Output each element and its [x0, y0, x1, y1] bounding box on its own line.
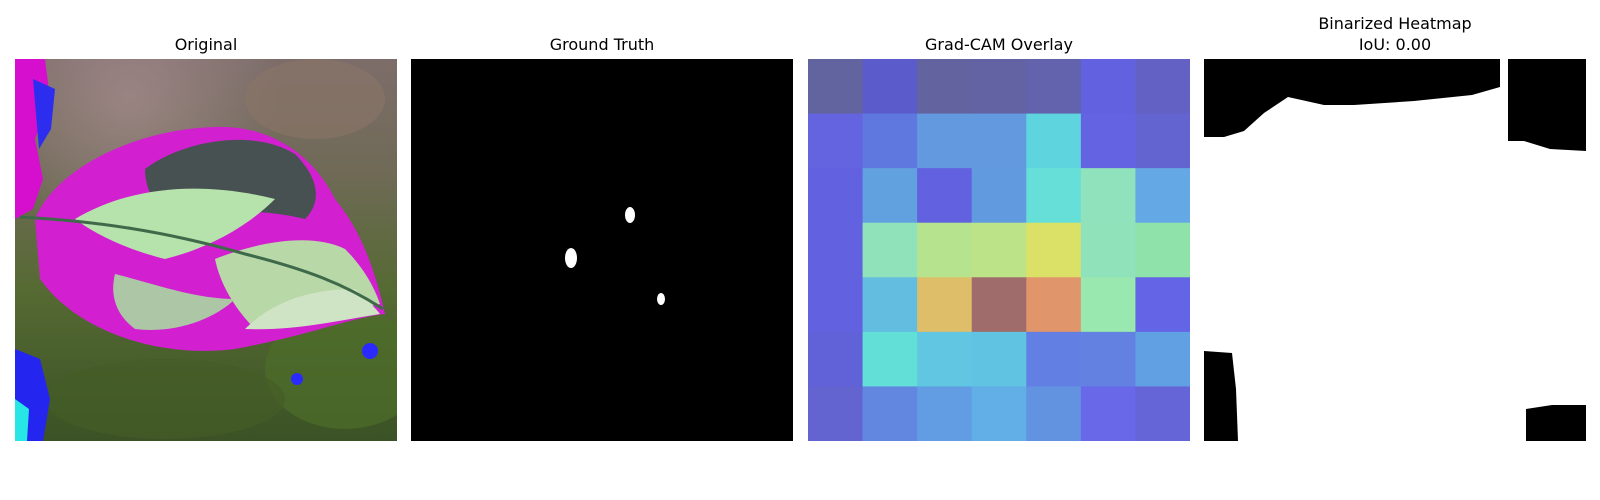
gradcam-cell	[1135, 222, 1190, 278]
gradcam-cell	[971, 222, 1027, 278]
gradcam-cell	[917, 277, 973, 333]
gradcam-overlay	[808, 59, 1190, 441]
gradcam-cell	[808, 386, 864, 441]
gradcam-cell	[1080, 386, 1136, 441]
binarized-heatmap	[1204, 59, 1586, 441]
gradcam-cell	[1026, 386, 1082, 441]
gradcam-cell	[1135, 277, 1190, 333]
gradcam-cell	[1026, 168, 1082, 224]
gradcam-cell	[1026, 222, 1082, 278]
gradcam-cell	[1135, 168, 1190, 224]
gradcam-cell	[1080, 277, 1136, 333]
original-image	[15, 59, 397, 441]
gradcam-cell	[917, 59, 973, 115]
ground-truth-mask	[411, 59, 793, 441]
gradcam-cell	[1135, 386, 1190, 441]
gradcam-cell	[1080, 331, 1136, 387]
gradcam-cell	[971, 277, 1027, 333]
gradcam-cell	[971, 331, 1027, 387]
gradcam-cell	[971, 168, 1027, 224]
gradcam-cell	[808, 168, 864, 224]
gradcam-cell	[917, 168, 973, 224]
gradcam-cell	[1135, 59, 1190, 115]
gradcam-cell	[1080, 113, 1136, 169]
gradcam-cell	[917, 386, 973, 441]
gradcam-cell	[808, 59, 864, 115]
gradcam-cell	[808, 331, 864, 387]
gradcam-cell	[971, 59, 1027, 115]
gradcam-cell	[1026, 331, 1082, 387]
gradcam-cell	[808, 222, 864, 278]
gradcam-cell	[1026, 59, 1082, 115]
gradcam-cell	[862, 386, 918, 441]
gradcam-cell	[862, 331, 918, 387]
gradcam-cell	[862, 113, 918, 169]
ground-truth-title: Ground Truth	[549, 35, 655, 54]
gradcam-cell	[917, 113, 973, 169]
iou-label: IoU: 0.00	[1358, 35, 1432, 54]
gradcam-cell	[1026, 277, 1082, 333]
gradcam-cell	[917, 222, 973, 278]
gradcam-cell	[1135, 331, 1190, 387]
gradcam-cell	[808, 277, 864, 333]
gradcam-cell	[862, 222, 918, 278]
gradcam-cell	[1135, 113, 1190, 169]
gradcam-title: Grad-CAM Overlay	[925, 35, 1073, 54]
gradcam-cell	[1080, 59, 1136, 115]
gradcam-cell	[1080, 222, 1136, 278]
gradcam-cell	[971, 113, 1027, 169]
gradcam-cell	[1080, 168, 1136, 224]
gradcam-cell	[862, 277, 918, 333]
gradcam-cell	[1026, 113, 1082, 169]
gradcam-cell	[917, 331, 973, 387]
original-title: Original	[174, 35, 238, 54]
gradcam-cell	[862, 168, 918, 224]
gradcam-cell	[862, 59, 918, 115]
binarized-title: Binarized Heatmap IoU: 0.00	[1204, 13, 1586, 55]
gradcam-cell	[808, 113, 864, 169]
binarized-title-text: Binarized Heatmap	[1318, 14, 1472, 33]
gradcam-cell	[971, 386, 1027, 441]
